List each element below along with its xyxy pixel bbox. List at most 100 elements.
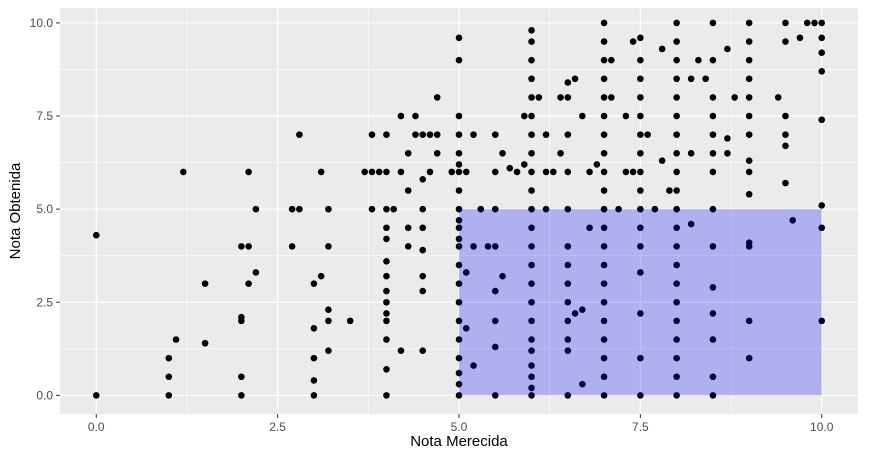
data-point: [600, 317, 608, 325]
data-point: [709, 205, 717, 213]
data-point: [782, 142, 789, 150]
data-point: [709, 373, 717, 381]
data-point: [600, 187, 608, 194]
data-point: [651, 205, 659, 213]
data-point: [709, 19, 717, 27]
data-point: [637, 205, 644, 213]
data-point: [455, 34, 463, 42]
data-point: [535, 94, 543, 101]
data-point: [346, 317, 354, 325]
data-point: [404, 243, 412, 250]
data-point: [325, 317, 332, 325]
data-point: [600, 75, 608, 83]
data-point: [520, 161, 528, 168]
data-point: [564, 205, 572, 213]
data-point: [724, 45, 731, 53]
y-tick-label: 2.5: [36, 295, 53, 309]
data-point: [383, 392, 390, 399]
data-point: [644, 131, 651, 138]
data-point: [238, 313, 245, 321]
data-point: [600, 19, 608, 27]
data-point: [528, 168, 535, 176]
data-point: [245, 243, 252, 250]
data-point: [673, 392, 680, 399]
data-point: [673, 354, 680, 362]
data-point: [383, 272, 390, 280]
data-point: [455, 161, 463, 168]
data-point: [637, 56, 644, 64]
data-point: [818, 116, 826, 124]
data-point: [426, 168, 434, 176]
data-point: [528, 56, 535, 64]
data-point: [600, 261, 608, 269]
data-point: [709, 168, 717, 176]
data-point: [579, 306, 586, 314]
data-point: [368, 168, 376, 176]
data-point: [528, 384, 535, 392]
data-point: [433, 94, 441, 101]
data-point: [491, 343, 499, 351]
data-point: [673, 168, 680, 176]
data-point: [419, 224, 427, 232]
data-point: [455, 336, 463, 343]
data-point: [600, 373, 608, 381]
data-point: [629, 38, 637, 45]
data-point: [455, 131, 463, 138]
data-point: [542, 205, 550, 213]
data-point: [818, 317, 826, 325]
data-point: [600, 336, 608, 343]
data-point: [528, 75, 535, 83]
data-point: [317, 272, 325, 280]
data-point: [455, 205, 463, 213]
data-point: [564, 347, 572, 354]
data-point: [491, 205, 499, 213]
data-point: [310, 325, 318, 332]
data-point: [673, 94, 680, 101]
data-point: [731, 94, 738, 101]
data-point: [745, 131, 753, 138]
data-point: [586, 168, 593, 176]
data-point: [419, 287, 427, 295]
data-point: [557, 94, 564, 101]
data-point: [637, 168, 644, 176]
data-point: [600, 168, 608, 176]
data-point: [782, 179, 789, 187]
data-point: [397, 347, 405, 354]
data-point: [637, 224, 644, 232]
data-point: [310, 377, 318, 384]
data-point: [491, 287, 499, 295]
y-tick-label: 10.0: [30, 16, 54, 30]
data-point: [484, 243, 492, 250]
data-point: [637, 34, 644, 42]
y-tick-label: 7.5: [36, 109, 53, 123]
data-point: [491, 243, 499, 250]
data-point: [695, 56, 702, 64]
data-point: [673, 112, 680, 120]
data-point: [564, 168, 572, 176]
x-tick-label: 0.0: [88, 420, 105, 434]
data-point: [745, 38, 753, 45]
y-axis-title: Nota Obtenida: [7, 162, 24, 259]
data-point: [673, 280, 680, 287]
data-points: [92, 19, 826, 399]
data-point: [608, 94, 615, 101]
data-point: [180, 168, 187, 176]
data-point: [724, 149, 731, 157]
data-point: [165, 392, 173, 399]
data-point: [455, 217, 463, 224]
data-point: [818, 202, 826, 209]
data-point: [673, 373, 680, 381]
x-axis-ticks: 0.0 2.5 5.0 7.5 10.0: [88, 414, 834, 434]
data-point: [709, 243, 717, 250]
data-point: [600, 56, 608, 64]
data-point: [491, 317, 499, 325]
data-point: [528, 392, 535, 399]
data-point: [803, 19, 811, 27]
data-point: [745, 19, 753, 27]
data-point: [637, 131, 644, 138]
data-point: [528, 280, 535, 287]
data-point: [637, 75, 644, 83]
data-point: [564, 131, 572, 138]
data-point: [310, 280, 318, 287]
data-point: [789, 217, 797, 224]
